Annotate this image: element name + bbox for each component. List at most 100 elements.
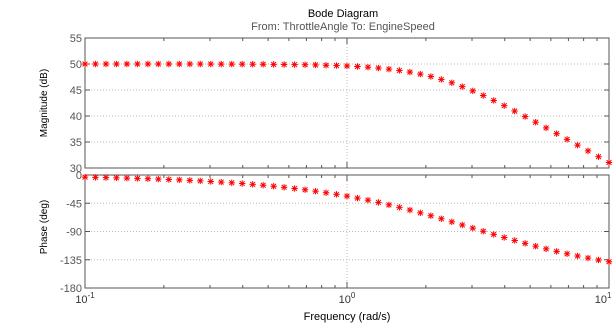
- magnitude-data-point: [595, 153, 602, 160]
- phase-panel: 0 -45 -90 -135 -180: [60, 170, 613, 295]
- phase-data-point: [553, 248, 560, 255]
- y-tick-label: -135: [60, 255, 82, 267]
- y-tick-label: -180: [60, 283, 82, 295]
- magnitude-data-point: [113, 60, 120, 68]
- magnitude-data-point: [197, 60, 204, 68]
- magnitude-data-point: [605, 159, 613, 166]
- magnitude-data-point: [249, 61, 256, 68]
- phase-data-point: [123, 174, 131, 182]
- magnitude-data-point: [511, 107, 518, 115]
- magnitude-data-point: [238, 60, 246, 68]
- phase-data-point: [542, 245, 550, 253]
- y-tick-label: 35: [70, 137, 82, 149]
- magnitude-data-point: [542, 124, 550, 132]
- magnitude-data-point: [563, 136, 571, 143]
- magnitude-data-point: [165, 60, 173, 68]
- magnitude-data-point: [343, 62, 351, 70]
- phase-data-point: [501, 234, 508, 241]
- magnitude-data-point: [218, 60, 225, 68]
- magnitude-data-point: [228, 60, 235, 68]
- phase-data-point: [480, 228, 487, 235]
- magnitude-data-point: [490, 97, 497, 104]
- phase-axes-frame: [84, 174, 610, 289]
- magnitude-data-point: [123, 60, 131, 68]
- phase-data-point: [176, 176, 183, 184]
- phase-data-point: [427, 212, 435, 219]
- magnitude-data-point: [144, 60, 152, 68]
- magnitude-data-point: [406, 68, 414, 76]
- phase-data-point: [396, 204, 403, 211]
- magnitude-data-point: [176, 60, 183, 68]
- phase-data-point: [354, 194, 361, 202]
- phase-data-point: [364, 196, 372, 204]
- magnitude-data-point: [207, 60, 214, 68]
- phase-data-point: [144, 175, 152, 182]
- magnitude-data-point: [291, 61, 298, 68]
- phase-data-point: [417, 209, 424, 217]
- magnitude-data-point: [280, 61, 288, 68]
- x-tick-labels: 10-1 100 101: [75, 291, 612, 306]
- y-tick-label: 0: [76, 170, 82, 182]
- magnitude-data-point: [480, 92, 487, 99]
- phase-data-point: [134, 175, 141, 182]
- magnitude-data-point: [553, 130, 560, 137]
- magnitude-data-point: [270, 61, 277, 68]
- x-tick-label: 101: [595, 291, 612, 306]
- x-tick-label: 100: [339, 291, 356, 306]
- phase-data-point: [259, 182, 267, 189]
- phase-data-point: [375, 199, 382, 206]
- magnitude-data-point: [459, 83, 466, 90]
- y-tick-label: 40: [70, 111, 82, 123]
- phase-data-point: [574, 252, 581, 260]
- phase-data-point: [228, 179, 235, 186]
- magnitude-data-point: [322, 62, 330, 69]
- magnitude-data-point: [333, 62, 340, 69]
- magnitude-data-point: [354, 63, 361, 70]
- magnitude-data-point: [584, 147, 592, 155]
- phase-data-point: [459, 221, 466, 229]
- phase-data-point: [249, 181, 256, 188]
- magnitude-panel: 55 50 45 40 35 30: [70, 33, 613, 175]
- phase-data-point: [301, 186, 309, 193]
- phase-data-point: [155, 175, 162, 183]
- chart-subtitle: From: ThrottleAngle To: EngineSpeed: [251, 21, 435, 33]
- phase-data-point: [532, 242, 539, 250]
- magnitude-axis-label: Magnitude (dB): [39, 69, 50, 137]
- magnitude-data-point: [521, 113, 529, 120]
- phase-data-point: [207, 178, 214, 185]
- magnitude-data-point: [438, 76, 445, 83]
- magnitude-data-point: [396, 67, 403, 74]
- phase-data-point: [406, 206, 414, 214]
- y-tick-label: 45: [70, 85, 82, 97]
- magnitude-data-point: [448, 79, 456, 86]
- y-tick-label: 30: [70, 163, 82, 175]
- phase-data-point: [312, 187, 319, 195]
- magnitude-data-point: [375, 64, 382, 72]
- phase-data-point: [490, 231, 497, 238]
- magnitude-data-point: [532, 118, 539, 126]
- phase-data-point: [343, 192, 351, 200]
- phase-data-point: [595, 256, 602, 264]
- magnitude-data-point: [469, 87, 476, 95]
- x-tick-label: 10-1: [75, 291, 95, 306]
- phase-data-point: [102, 174, 110, 181]
- phase-data-point: [218, 178, 225, 186]
- phase-data-point: [291, 185, 298, 192]
- phase-data-point: [448, 218, 456, 226]
- phase-data-point: [469, 224, 476, 232]
- phase-data-point: [113, 174, 120, 182]
- magnitude-data-point: [301, 61, 309, 68]
- magnitude-data-point: [574, 141, 581, 149]
- magnitude-data-point: [312, 61, 319, 69]
- magnitude-axes-frame: [84, 37, 610, 169]
- x-axis-label: Frequency (rad/s): [304, 311, 391, 323]
- chart-title: Bode Diagram: [308, 8, 378, 20]
- y-tick-label: -90: [66, 227, 82, 239]
- phase-data-point: [584, 254, 592, 262]
- phase-data-point: [165, 176, 173, 183]
- phase-data-point: [563, 250, 571, 257]
- magnitude-data-point: [259, 61, 267, 68]
- magnitude-data-point: [92, 60, 99, 68]
- phase-data-point: [511, 237, 518, 244]
